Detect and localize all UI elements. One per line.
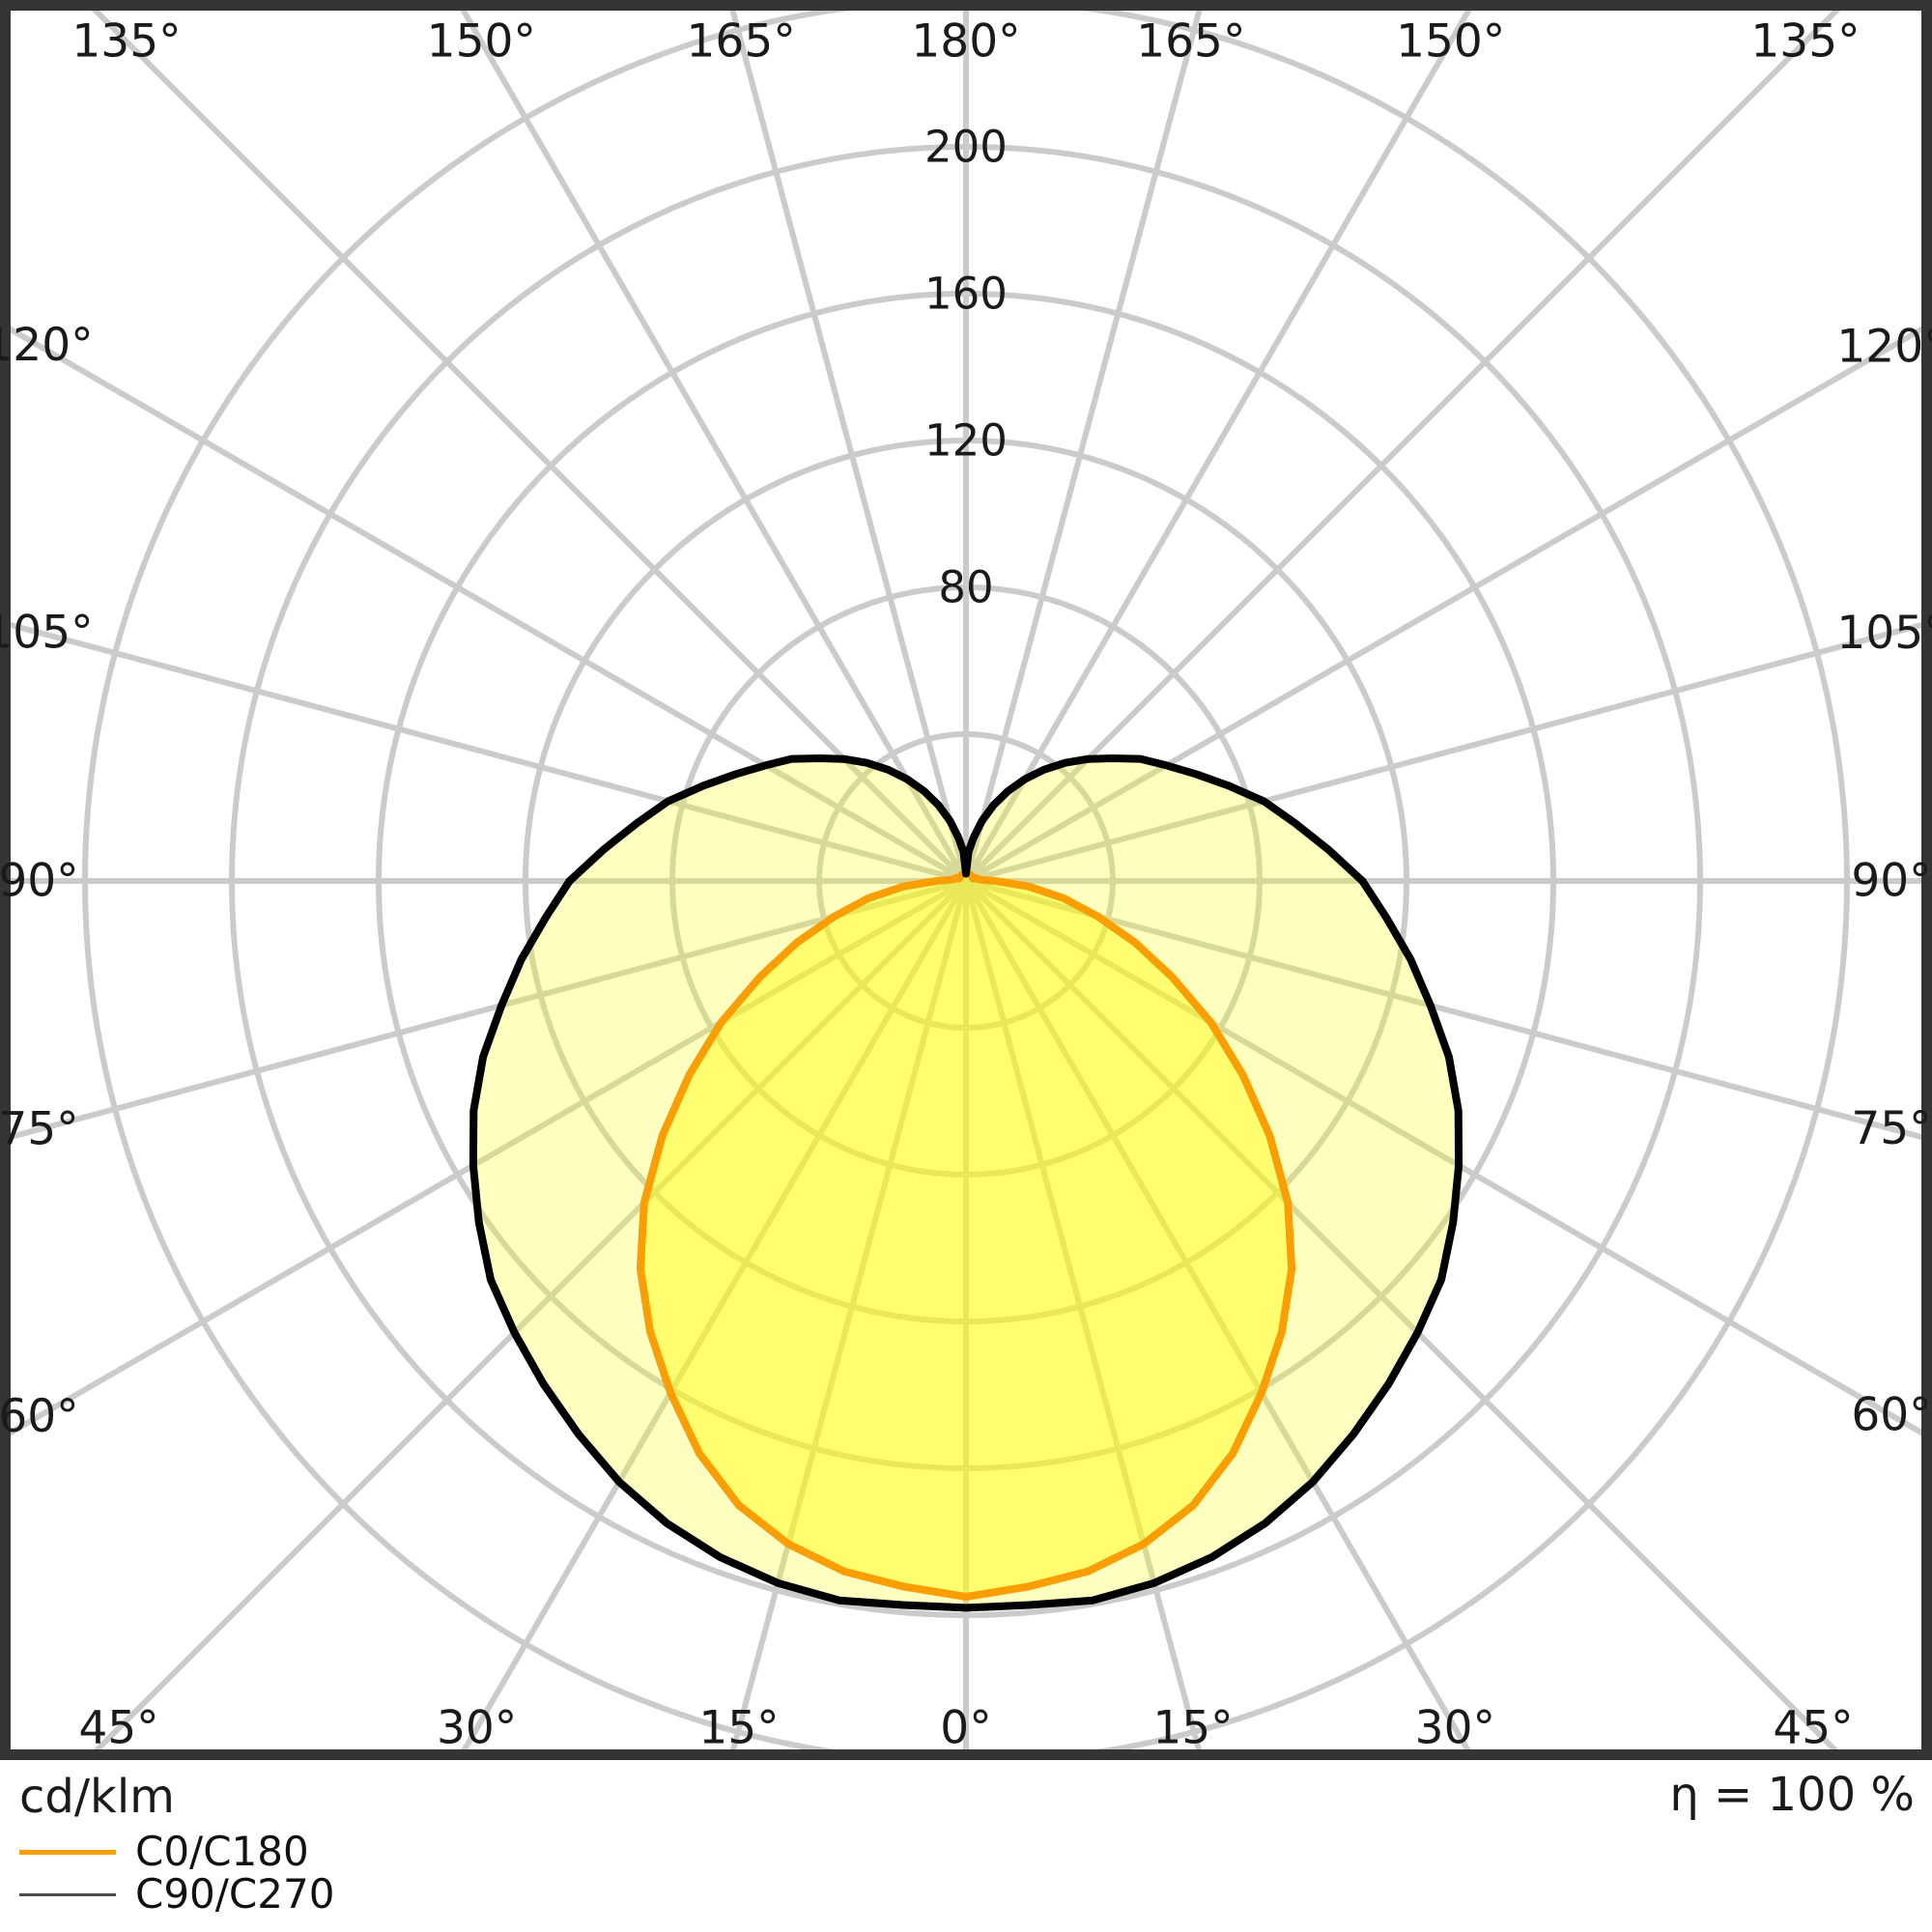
legend: C0/C180 C90/C270 — [19, 1832, 334, 1917]
legend-item-c90: C90/C270 — [19, 1874, 334, 1915]
svg-text:105°: 105° — [1836, 607, 1932, 660]
svg-text:75°: 75° — [0, 1103, 79, 1156]
svg-text:30°: 30° — [437, 1702, 517, 1755]
c0-curve — [636, 869, 1296, 1601]
svg-text:90°: 90° — [1851, 855, 1931, 908]
svg-text:150°: 150° — [427, 15, 536, 69]
svg-text:80: 80 — [938, 562, 993, 613]
svg-text:45°: 45° — [78, 1702, 158, 1755]
svg-text:200: 200 — [924, 122, 1008, 173]
c0-fill — [639, 873, 1293, 1597]
svg-text:165°: 165° — [687, 15, 796, 69]
legend-line-c0-icon — [19, 1849, 116, 1855]
curves — [469, 754, 1463, 1612]
c90-curve — [469, 754, 1463, 1612]
svg-text:180°: 180° — [911, 15, 1020, 69]
svg-text:120°: 120° — [1836, 320, 1932, 373]
svg-text:75°: 75° — [1851, 1102, 1931, 1155]
legend-line-c90-icon — [19, 1892, 116, 1896]
svg-text:120: 120 — [924, 415, 1008, 467]
c90-fill — [472, 758, 1460, 1608]
units-label: cd/klm — [19, 1770, 175, 1824]
svg-text:160: 160 — [924, 269, 1008, 320]
svg-text:90°: 90° — [0, 855, 79, 908]
svg-text:135°: 135° — [1750, 15, 1860, 69]
legend-label-c90: C90/C270 — [135, 1870, 335, 1918]
svg-text:0°: 0° — [940, 1702, 991, 1755]
legend-item-c0: C0/C180 — [19, 1832, 334, 1872]
svg-text:60°: 60° — [0, 1390, 79, 1443]
efficiency-label: η = 100 % — [1669, 1768, 1915, 1822]
plot-frame — [0, 0, 1932, 1760]
svg-text:60°: 60° — [1851, 1389, 1931, 1442]
svg-text:15°: 15° — [698, 1702, 779, 1755]
svg-text:45°: 45° — [1773, 1702, 1853, 1755]
svg-text:135°: 135° — [71, 15, 181, 69]
tick-labels: 0° 15° 15° 30° 30° 45° 45° 60° 60° 75° 75° 90° 90° 10… — [0, 15, 1932, 1755]
svg-text:105°: 105° — [0, 606, 94, 659]
svg-text:30°: 30° — [1415, 1702, 1495, 1755]
legend-label-c0: C0/C180 — [135, 1828, 309, 1875]
svg-text:165°: 165° — [1136, 15, 1245, 69]
svg-text:150°: 150° — [1396, 15, 1505, 69]
svg-text:120°: 120° — [0, 319, 94, 372]
svg-text:15°: 15° — [1152, 1702, 1233, 1755]
